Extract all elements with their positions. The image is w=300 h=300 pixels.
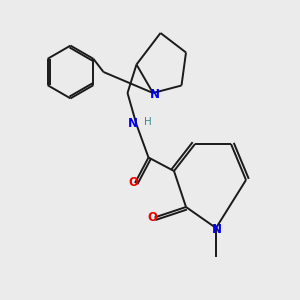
- Text: N: N: [149, 88, 160, 101]
- Text: O: O: [147, 211, 158, 224]
- Text: N: N: [212, 223, 222, 236]
- Text: O: O: [128, 176, 138, 190]
- Text: H: H: [144, 117, 152, 127]
- Text: N: N: [128, 117, 138, 130]
